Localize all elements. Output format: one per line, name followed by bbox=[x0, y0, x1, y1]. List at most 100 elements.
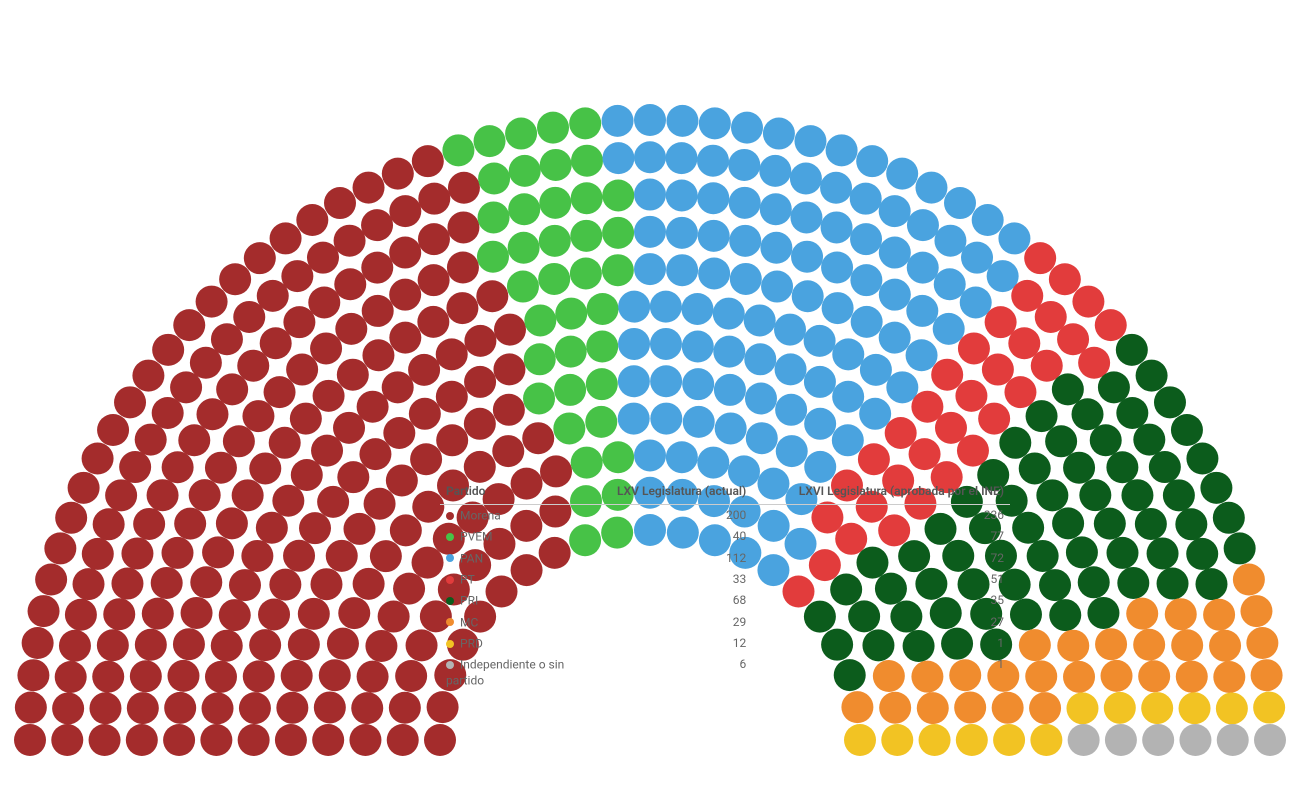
seat-dot bbox=[317, 486, 349, 518]
seat-dot bbox=[353, 172, 385, 204]
seat-dot bbox=[1030, 724, 1062, 756]
seat-dot bbox=[142, 598, 174, 630]
seat-dot bbox=[178, 424, 210, 456]
seat-dot bbox=[52, 692, 84, 724]
seat-dot bbox=[174, 508, 206, 540]
seat-dot bbox=[364, 488, 396, 520]
seat-dot bbox=[539, 225, 571, 257]
seat-dot bbox=[1253, 692, 1285, 724]
seat-dot bbox=[412, 145, 444, 177]
seat-dot bbox=[147, 479, 179, 511]
seat-dot bbox=[338, 597, 370, 629]
seat-dot bbox=[746, 422, 778, 454]
seat-dot bbox=[958, 332, 990, 364]
seat-dot bbox=[418, 183, 450, 215]
seat-dot bbox=[666, 217, 698, 249]
legend-table: Partido LXV Legislatura (actual) LXVI Le… bbox=[440, 480, 1010, 691]
legend-value-new: 51 bbox=[752, 569, 1010, 590]
seat-dot bbox=[1251, 659, 1283, 691]
seat-dot bbox=[494, 314, 526, 346]
seat-dot bbox=[915, 172, 947, 204]
seat-dot bbox=[1087, 597, 1119, 629]
seat-dot bbox=[337, 461, 369, 493]
seat-dot bbox=[571, 182, 603, 214]
seat-dot bbox=[1176, 661, 1208, 693]
seat-dot bbox=[961, 242, 993, 274]
seat-dot bbox=[1116, 397, 1148, 429]
seat-dot bbox=[934, 268, 966, 300]
seat-dot bbox=[1052, 507, 1084, 539]
seat-dot bbox=[650, 328, 682, 360]
seat-dot bbox=[361, 209, 393, 241]
seat-dot bbox=[1165, 598, 1197, 630]
seat-dot bbox=[1147, 537, 1179, 569]
seat-dot bbox=[167, 660, 199, 692]
seat-dot bbox=[650, 291, 682, 323]
seat-dot bbox=[1063, 661, 1095, 693]
seat-dot bbox=[906, 339, 938, 371]
seat-dot bbox=[790, 201, 822, 233]
seat-dot bbox=[634, 216, 666, 248]
seat-dot bbox=[242, 400, 274, 432]
seat-dot bbox=[698, 220, 730, 252]
seat-dot bbox=[121, 537, 153, 569]
seat-dot bbox=[241, 540, 273, 572]
seat-dot bbox=[308, 286, 340, 318]
seat-dot bbox=[464, 408, 496, 440]
seat-dot bbox=[919, 724, 951, 756]
seat-dot bbox=[361, 252, 393, 284]
seat-dot bbox=[698, 257, 730, 289]
seat-dot bbox=[1213, 661, 1245, 693]
seat-dot bbox=[1090, 424, 1122, 456]
seat-dot bbox=[290, 403, 322, 435]
seat-dot bbox=[508, 232, 540, 264]
seat-dot bbox=[634, 253, 666, 285]
seat-dot bbox=[713, 298, 745, 330]
seat-dot bbox=[44, 532, 76, 564]
seat-dot bbox=[1186, 443, 1218, 475]
seat-dot bbox=[821, 252, 853, 284]
seat-dot bbox=[960, 286, 992, 318]
seat-dot bbox=[666, 441, 698, 473]
seat-dot bbox=[65, 599, 97, 631]
seat-dot bbox=[93, 508, 125, 540]
seat-dot bbox=[135, 424, 167, 456]
seat-dot bbox=[505, 118, 537, 150]
seat-dot bbox=[602, 254, 634, 286]
seat-dot bbox=[776, 435, 808, 467]
seat-dot bbox=[362, 295, 394, 327]
seat-dot bbox=[634, 104, 666, 136]
seat-dot bbox=[272, 485, 304, 517]
seat-dot bbox=[152, 397, 184, 429]
seat-dot bbox=[135, 629, 167, 661]
seat-dot bbox=[792, 280, 824, 312]
seat-dot bbox=[436, 424, 468, 456]
legend-party-name: PVEM bbox=[460, 530, 493, 544]
seat-dot bbox=[216, 507, 248, 539]
seat-dot bbox=[89, 692, 121, 724]
seat-dot bbox=[634, 179, 666, 211]
seat-dot bbox=[618, 403, 650, 435]
seat-dot bbox=[258, 598, 290, 630]
seat-dot bbox=[244, 242, 276, 274]
seat-dot bbox=[196, 286, 228, 318]
legend-col-a: LXV Legislatura (actual) bbox=[585, 480, 753, 505]
seat-dot bbox=[1029, 692, 1061, 724]
seat-dot bbox=[390, 514, 422, 546]
legend-swatch bbox=[446, 661, 454, 669]
seat-dot bbox=[114, 386, 146, 418]
seat-dot bbox=[389, 195, 421, 227]
seat-dot bbox=[343, 513, 375, 545]
seat-dot bbox=[744, 304, 776, 336]
legend-party-name: PRD bbox=[460, 636, 483, 650]
seat-dot bbox=[478, 163, 510, 195]
legend-swatch bbox=[446, 640, 454, 648]
legend-row: Morena200236 bbox=[440, 505, 1010, 527]
seat-dot bbox=[1010, 598, 1042, 630]
seat-dot bbox=[804, 366, 836, 398]
seat-dot bbox=[697, 145, 729, 177]
seat-dot bbox=[682, 368, 714, 400]
seat-dot bbox=[243, 660, 275, 692]
seat-dot bbox=[954, 691, 986, 723]
seat-dot bbox=[283, 540, 315, 572]
